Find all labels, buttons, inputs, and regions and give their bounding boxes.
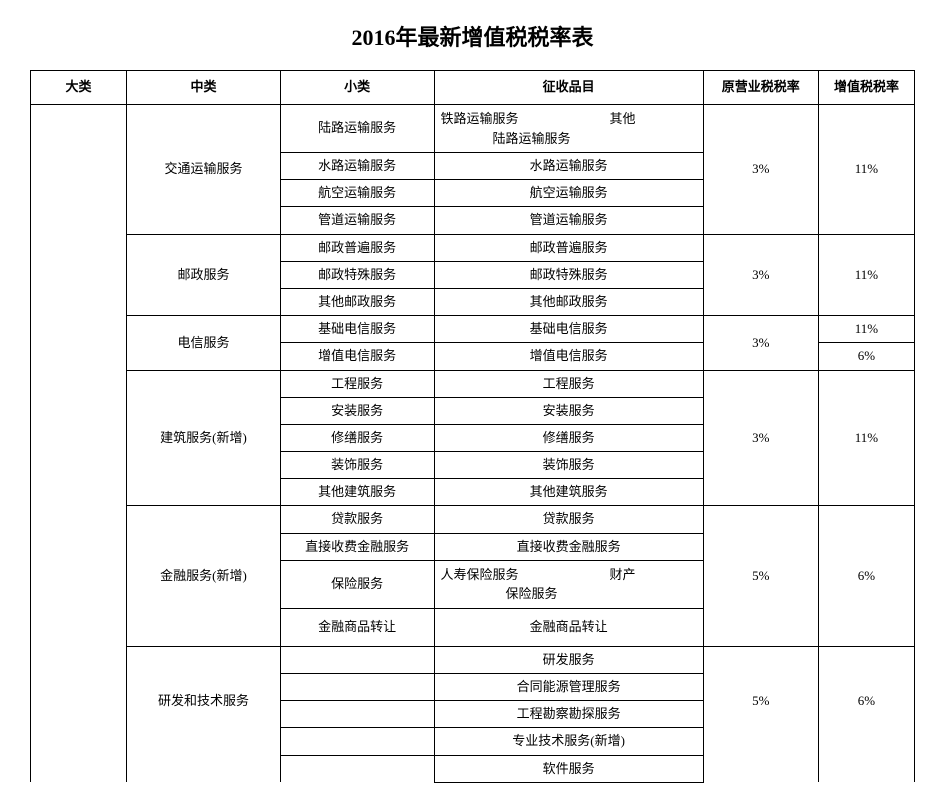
cell-xiaolei: [280, 701, 434, 728]
cell-xiaolei: 邮政普遍服务: [280, 234, 434, 261]
table-row: 金融服务(新增)贷款服务贷款服务5%6%: [31, 506, 915, 533]
header-zhonglei: 中类: [127, 71, 281, 105]
cell-pinmu: 直接收费金融服务: [434, 533, 703, 560]
table-body: 交通运输服务陆路运输服务铁路运输服务 其他 陆路运输服务3%11%水路运输服务水…: [31, 105, 915, 783]
cell-zengzhi: 11%: [818, 234, 914, 316]
cell-pinmu: 专业技术服务(新增): [434, 728, 703, 755]
cell-zengzhi: 11%: [818, 370, 914, 506]
cell-pinmu: 航空运输服务: [434, 180, 703, 207]
cell-xiaolei: 修缮服务: [280, 424, 434, 451]
cell-zhonglei: [127, 755, 281, 782]
header-zengzhi: 增值税税率: [818, 71, 914, 105]
cell-xiaolei: 基础电信服务: [280, 316, 434, 343]
cell-pinmu: 工程勘察勘探服务: [434, 701, 703, 728]
cell-xiaolei: [280, 755, 434, 782]
table-row: 电信服务基础电信服务基础电信服务3%11%: [31, 316, 915, 343]
cell-pinmu: 工程服务: [434, 370, 703, 397]
cell-zengzhi: 11%: [818, 105, 914, 235]
cell-ying: 3%: [703, 370, 818, 506]
cell-xiaolei: [280, 728, 434, 755]
cell-xiaolei: 贷款服务: [280, 506, 434, 533]
cell-zhonglei: 研发和技术服务: [127, 646, 281, 755]
cell-xiaolei: 其他建筑服务: [280, 479, 434, 506]
cell-pinmu: 水路运输服务: [434, 153, 703, 180]
table-row: 邮政服务邮政普遍服务邮政普遍服务3%11%: [31, 234, 915, 261]
cell-pinmu: 人寿保险服务 财产 保险服务: [434, 560, 703, 608]
cell-xiaolei: 水路运输服务: [280, 153, 434, 180]
cell-pinmu: 基础电信服务: [434, 316, 703, 343]
cell-pinmu: 研发服务: [434, 646, 703, 673]
cell-ying: 5%: [703, 506, 818, 646]
cell-zhonglei: 交通运输服务: [127, 105, 281, 235]
header-dalei: 大类: [31, 71, 127, 105]
cell-ying: 3%: [703, 105, 818, 235]
cell-pinmu: 其他邮政服务: [434, 288, 703, 315]
page-title: 2016年最新增值税税率表: [30, 20, 915, 52]
cell-pinmu: 贷款服务: [434, 506, 703, 533]
cell-pinmu: 安装服务: [434, 397, 703, 424]
cell-pinmu: 装饰服务: [434, 452, 703, 479]
table-row: 研发和技术服务研发服务5%6%: [31, 646, 915, 673]
cell-ying: 3%: [703, 234, 818, 316]
cell-xiaolei: 金融商品转让: [280, 608, 434, 646]
cell-pinmu: 管道运输服务: [434, 207, 703, 234]
header-pinmu: 征收品目: [434, 71, 703, 105]
table-row: 建筑服务(新增)工程服务工程服务3%11%: [31, 370, 915, 397]
cell-zengzhi: [818, 755, 914, 782]
cell-zengzhi: 6%: [818, 506, 914, 646]
cell-pinmu: 修缮服务: [434, 424, 703, 451]
cell-pinmu: 软件服务: [434, 755, 703, 782]
cell-zengzhi: 6%: [818, 646, 914, 755]
cell-xiaolei: [280, 674, 434, 701]
cell-pinmu: 金融商品转让: [434, 608, 703, 646]
cell-zengzhi: 6%: [818, 343, 914, 370]
cell-pinmu: 其他建筑服务: [434, 479, 703, 506]
cell-zhonglei: 电信服务: [127, 316, 281, 370]
cell-ying: 3%: [703, 316, 818, 370]
table-row: 交通运输服务陆路运输服务铁路运输服务 其他 陆路运输服务3%11%: [31, 105, 915, 153]
cell-xiaolei: 增值电信服务: [280, 343, 434, 370]
cell-zhonglei: 建筑服务(新增): [127, 370, 281, 506]
cell-xiaolei: 装饰服务: [280, 452, 434, 479]
cell-xiaolei: 保险服务: [280, 560, 434, 608]
cell-xiaolei: 管道运输服务: [280, 207, 434, 234]
cell-xiaolei: 直接收费金融服务: [280, 533, 434, 560]
header-xiaolei: 小类: [280, 71, 434, 105]
cell-pinmu: 邮政普遍服务: [434, 234, 703, 261]
cell-xiaolei: 工程服务: [280, 370, 434, 397]
cell-xiaolei: 航空运输服务: [280, 180, 434, 207]
cell-ying: 5%: [703, 646, 818, 755]
cell-zengzhi: 11%: [818, 316, 914, 343]
cell-xiaolei: 邮政特殊服务: [280, 261, 434, 288]
cell-xiaolei: 安装服务: [280, 397, 434, 424]
cell-zhonglei: 邮政服务: [127, 234, 281, 316]
cell-pinmu: 邮政特殊服务: [434, 261, 703, 288]
table-row: 软件服务: [31, 755, 915, 782]
table-header-row: 大类 中类 小类 征收品目 原营业税税率 增值税税率: [31, 71, 915, 105]
cell-xiaolei: [280, 646, 434, 673]
vat-rate-table: 大类 中类 小类 征收品目 原营业税税率 增值税税率 交通运输服务陆路运输服务铁…: [30, 70, 915, 783]
cell-xiaolei: 陆路运输服务: [280, 105, 434, 153]
cell-pinmu: 合同能源管理服务: [434, 674, 703, 701]
cell-ying: [703, 755, 818, 782]
cell-xiaolei: 其他邮政服务: [280, 288, 434, 315]
cell-pinmu: 铁路运输服务 其他 陆路运输服务: [434, 105, 703, 153]
header-ying: 原营业税税率: [703, 71, 818, 105]
cell-zhonglei: 金融服务(新增): [127, 506, 281, 646]
cell-pinmu: 增值电信服务: [434, 343, 703, 370]
cell-dalei: [31, 105, 127, 783]
